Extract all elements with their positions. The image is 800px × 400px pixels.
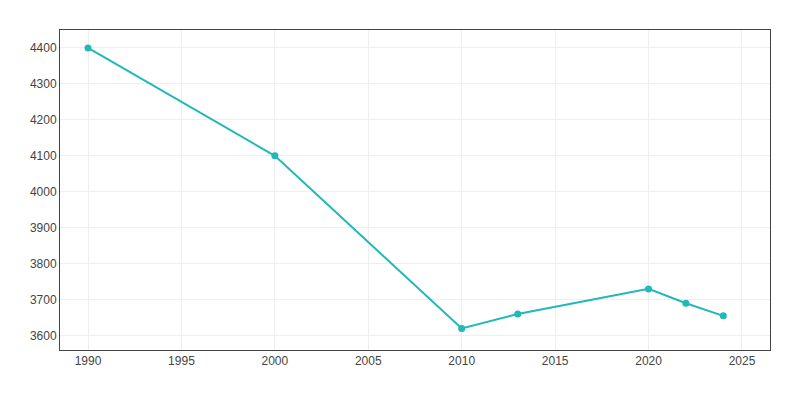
svg-text:4400: 4400 xyxy=(30,41,57,55)
svg-text:3900: 3900 xyxy=(30,221,57,235)
svg-text:2015: 2015 xyxy=(542,354,569,368)
svg-text:4300: 4300 xyxy=(30,77,57,91)
svg-text:4200: 4200 xyxy=(30,113,57,127)
svg-text:2005: 2005 xyxy=(355,354,382,368)
svg-text:2020: 2020 xyxy=(635,354,662,368)
svg-text:4000: 4000 xyxy=(30,185,57,199)
svg-text:2000: 2000 xyxy=(262,354,289,368)
svg-text:1995: 1995 xyxy=(168,354,195,368)
svg-text:3600: 3600 xyxy=(30,329,57,343)
svg-text:2025: 2025 xyxy=(729,354,756,368)
svg-text:1990: 1990 xyxy=(75,354,102,368)
svg-text:3700: 3700 xyxy=(30,293,57,307)
svg-text:2010: 2010 xyxy=(448,354,475,368)
svg-text:3800: 3800 xyxy=(30,257,57,271)
svg-text:4100: 4100 xyxy=(30,149,57,163)
